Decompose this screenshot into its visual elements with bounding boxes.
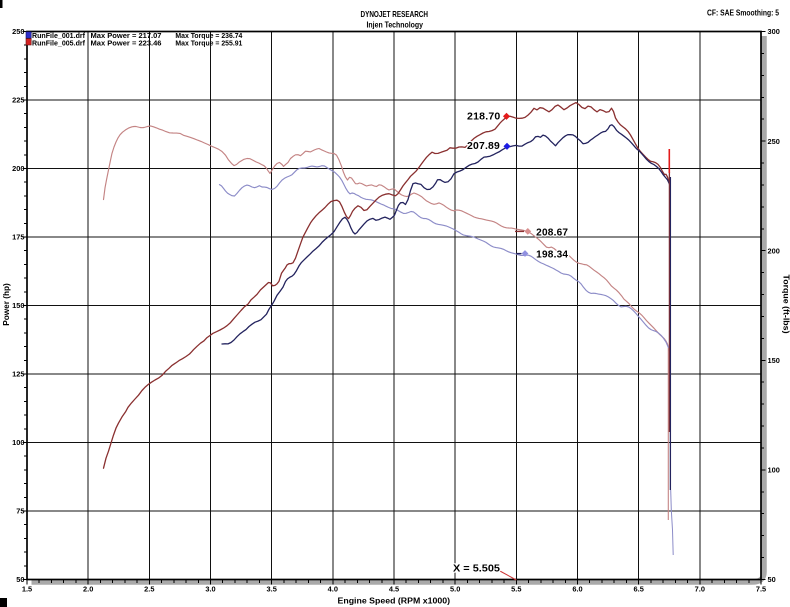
svg-text:200: 200 xyxy=(768,246,780,255)
svg-text:Engine Speed (RPM x1000): Engine Speed (RPM x1000) xyxy=(338,596,451,605)
svg-text:150: 150 xyxy=(12,301,24,310)
svg-text:Power (hp): Power (hp) xyxy=(2,283,11,326)
svg-text:Max Power = 217.07: Max Power = 217.07 xyxy=(91,31,162,40)
svg-text:RunFile_005.drf: RunFile_005.drf xyxy=(32,38,86,47)
svg-text:250: 250 xyxy=(768,137,780,146)
svg-text:Max Torque = 255.91: Max Torque = 255.91 xyxy=(175,38,242,47)
svg-text:100: 100 xyxy=(768,466,780,475)
svg-text:RunFile_001.drf: RunFile_001.drf xyxy=(32,31,86,40)
svg-text:Max Torque = 236.74: Max Torque = 236.74 xyxy=(175,31,243,40)
svg-text:6.0: 6.0 xyxy=(572,585,582,594)
svg-text:3.0: 3.0 xyxy=(205,585,215,594)
svg-text:100: 100 xyxy=(12,438,24,447)
svg-text:225: 225 xyxy=(12,96,24,105)
svg-text:50: 50 xyxy=(16,575,24,584)
svg-text:198.34: 198.34 xyxy=(536,250,568,261)
svg-text:7.5: 7.5 xyxy=(756,585,766,594)
svg-text:Torque (ft-lbs): Torque (ft-lbs) xyxy=(782,275,790,334)
svg-text:5.5: 5.5 xyxy=(511,585,521,594)
svg-text:125: 125 xyxy=(12,370,24,379)
svg-text:175: 175 xyxy=(12,233,24,242)
svg-text:Max Power = 223.46: Max Power = 223.46 xyxy=(91,38,162,47)
svg-text:4.0: 4.0 xyxy=(328,585,338,594)
svg-text:2.5: 2.5 xyxy=(144,585,154,594)
svg-text:4.5: 4.5 xyxy=(389,585,399,594)
svg-text:208.67: 208.67 xyxy=(536,228,568,239)
svg-text:CF: SAE Smoothing: 5: CF: SAE Smoothing: 5 xyxy=(707,8,779,18)
svg-text:207.89: 207.89 xyxy=(467,141,500,152)
svg-text:1.5: 1.5 xyxy=(22,585,32,594)
svg-text:300: 300 xyxy=(768,27,780,36)
svg-text:218.70: 218.70 xyxy=(467,111,501,122)
svg-text:Injen Technology: Injen Technology xyxy=(367,20,424,30)
svg-text:2.0: 2.0 xyxy=(83,585,93,594)
svg-text:7.0: 7.0 xyxy=(695,585,705,594)
svg-text:6.5: 6.5 xyxy=(634,585,644,594)
svg-text:75: 75 xyxy=(16,507,24,516)
svg-text:5.0: 5.0 xyxy=(450,585,460,594)
svg-text:150: 150 xyxy=(768,356,780,365)
svg-text:50: 50 xyxy=(768,575,776,584)
svg-text:3.5: 3.5 xyxy=(267,585,277,594)
svg-text:DYNOJET RESEARCH: DYNOJET RESEARCH xyxy=(361,9,429,19)
svg-text:200: 200 xyxy=(12,164,24,173)
svg-text:X = 5.505: X = 5.505 xyxy=(453,563,500,574)
svg-text:250: 250 xyxy=(12,27,24,36)
